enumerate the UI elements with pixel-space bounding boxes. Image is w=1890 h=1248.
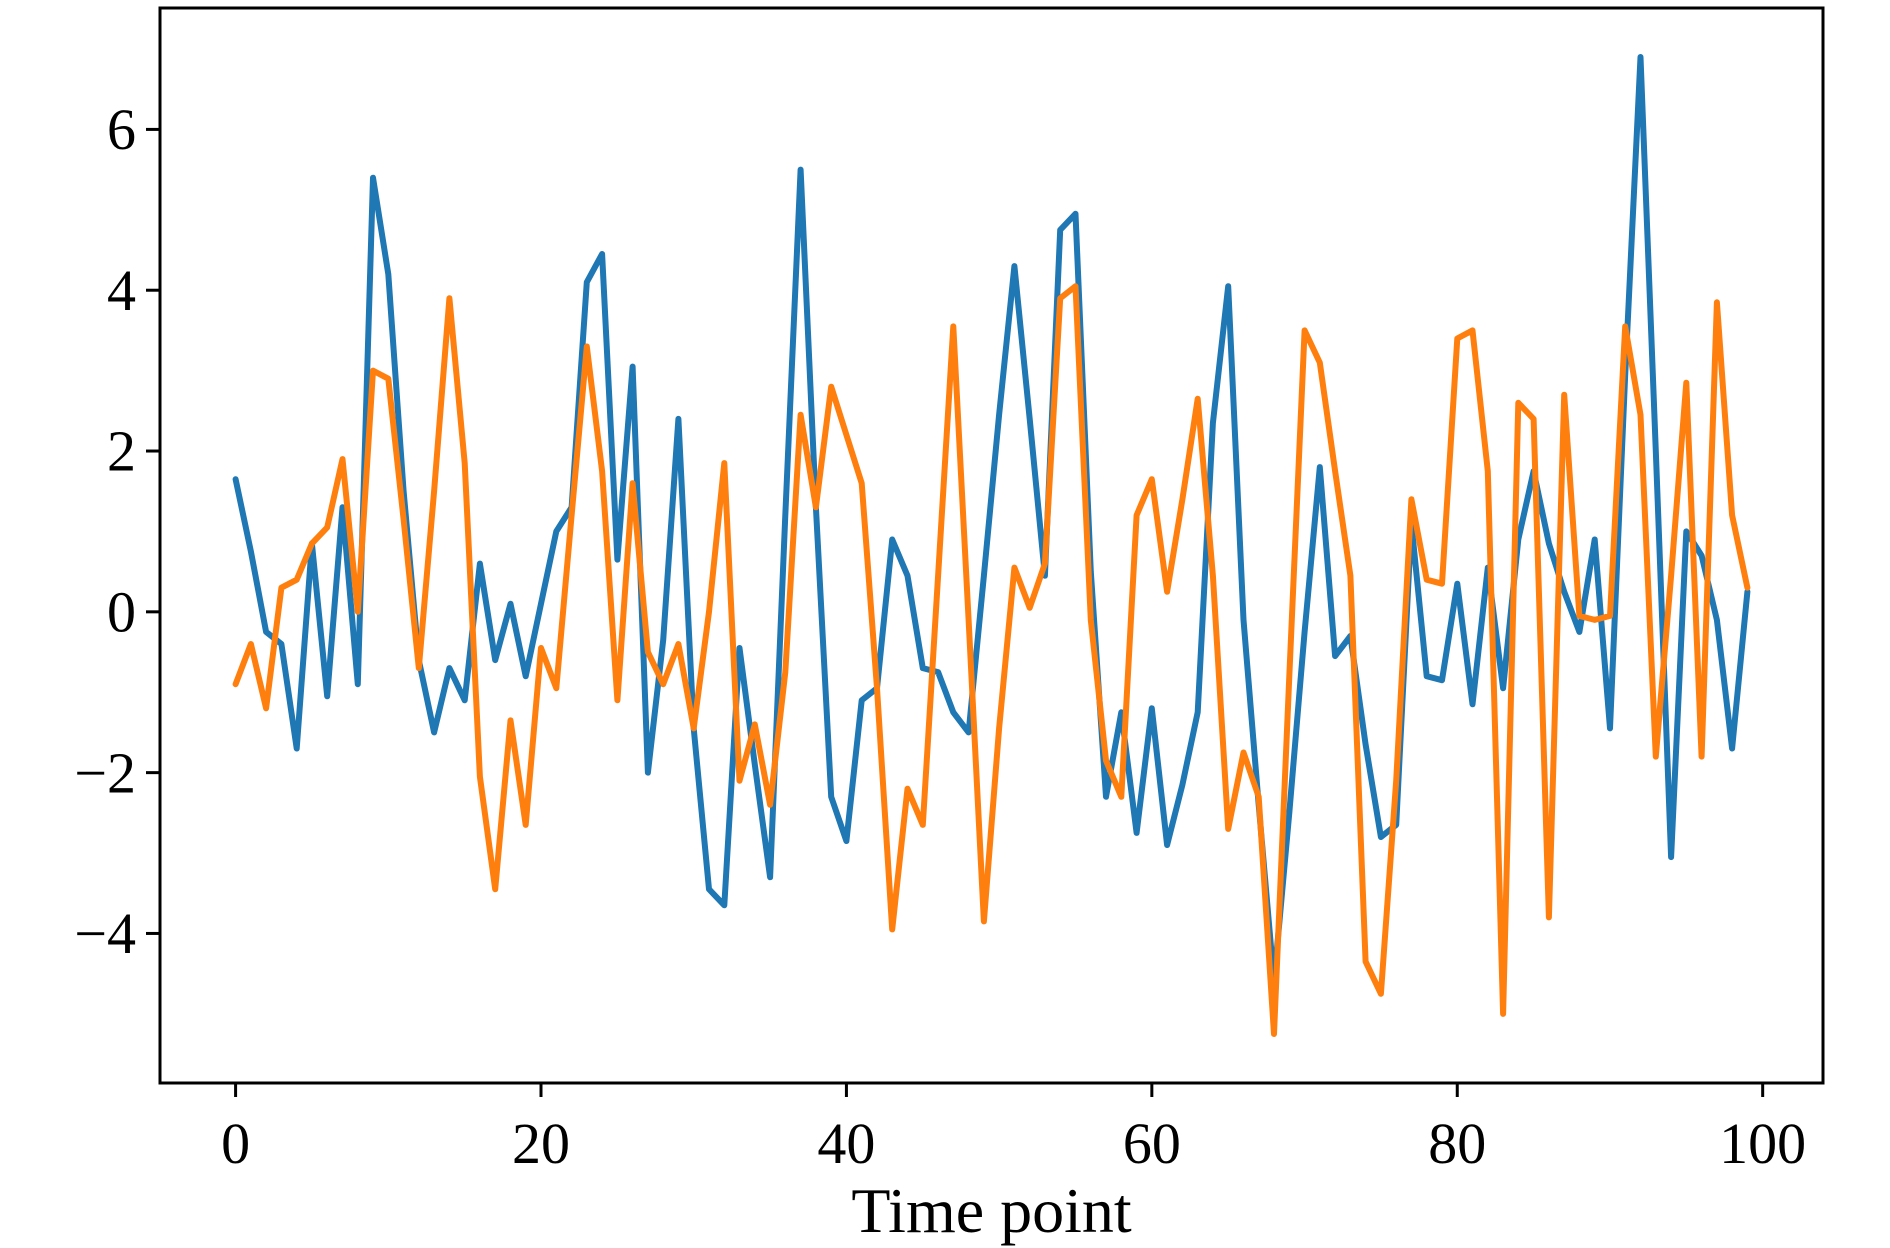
y-tick-label-6: 6 [107, 97, 136, 162]
x-tick-label-20: 20 [512, 1111, 570, 1176]
x-axis-label: Time point [851, 1175, 1132, 1246]
y-tick-label-4: 4 [107, 258, 136, 323]
x-tick-label-80: 80 [1428, 1111, 1486, 1176]
series-lines [232, 54, 1751, 1037]
x-axis: 0 20 40 60 80 100 [221, 1083, 1806, 1176]
x-tick-label-40: 40 [817, 1111, 875, 1176]
y-tick-label--2: −2 [74, 740, 136, 805]
y-axis: 6 4 2 0 −2 −4 [74, 97, 160, 966]
line-series-2 [232, 283, 1751, 1037]
x-tick-label-60: 60 [1123, 1111, 1181, 1176]
line-series-1 [232, 54, 1751, 985]
x-tick-label-100: 100 [1719, 1111, 1806, 1176]
y-tick-label-2: 2 [107, 419, 136, 484]
y-tick-label-0: 0 [107, 580, 136, 645]
x-tick-label-0: 0 [221, 1111, 250, 1176]
y-tick-label--4: −4 [74, 901, 136, 966]
